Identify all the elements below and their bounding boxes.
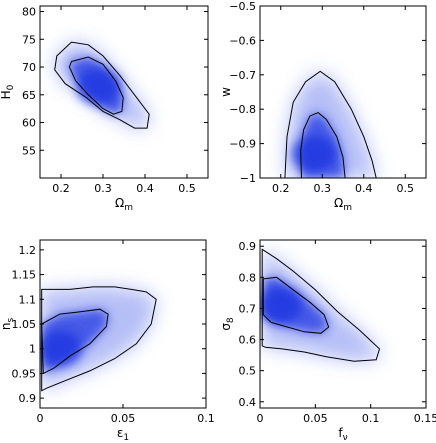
y-tick-label: 70 <box>22 61 36 74</box>
x-tick-label: 0 <box>37 412 44 425</box>
contour-95 <box>261 248 381 362</box>
y-axis-label: ns <box>0 318 16 331</box>
x-tick-label: 0.2 <box>272 182 290 195</box>
x-tick-label: 0.4 <box>136 182 154 195</box>
y-tick-label: 1.15 <box>12 269 37 282</box>
x-tick-label: 0.3 <box>314 182 332 195</box>
density-core <box>76 68 121 105</box>
contour-68 <box>68 56 124 115</box>
y-tick-label: 0.6 <box>239 334 257 347</box>
contour-95 <box>54 41 150 129</box>
y-tick-label: −1 <box>240 172 256 185</box>
y-tick-label: 1.2 <box>19 244 37 257</box>
panel-ns-vs-epsilon1: 0 0.05 0.1 0.9 0.95 1 1.05 1.1 1.15 1.2 ε1 ns <box>0 239 215 443</box>
y-tick-label: 60 <box>22 117 36 130</box>
x-tick-label: 0.3 <box>94 182 112 195</box>
contour-68 <box>300 112 346 178</box>
x-tick-label: 0.5 <box>178 182 196 195</box>
y-tick-label: −0.5 <box>229 0 256 13</box>
panel-w-vs-omega-m: 0.2 0.3 0.4 0.5 −1 −0.9 −0.8 −0.7 −0.6 −0.5 Ωm w <box>219 0 427 213</box>
x-axis-label: Ωm <box>115 196 133 213</box>
axes-frame <box>259 5 427 179</box>
plot-area <box>40 286 157 392</box>
x-tick-label: 0.1 <box>197 412 215 425</box>
y-tick-label: 1.1 <box>19 293 37 306</box>
y-tick-label: 80 <box>22 6 36 19</box>
panel-sigma8-vs-fnu: 0 0.05 0.1 0.15 0.4 0.5 0.6 0.7 0.8 0.9 fν σ8 <box>219 239 436 443</box>
contour-95 <box>41 286 157 392</box>
contour-68 <box>262 276 330 334</box>
y-tick-label: 0.4 <box>239 396 257 409</box>
y-tick-label: 75 <box>22 33 36 46</box>
axes-frame <box>259 239 427 409</box>
density-core <box>260 287 302 324</box>
plot-area <box>260 248 381 362</box>
y-tick-label: 0.8 <box>239 271 257 284</box>
y-axis-label: w <box>219 87 233 97</box>
x-tick-label: 0.5 <box>397 182 415 195</box>
y-tick-label: 0.7 <box>239 302 257 315</box>
y-tick-label: 0.5 <box>239 365 257 378</box>
y-tick-label: 0.9 <box>239 240 257 253</box>
x-axis-label: ε1 <box>117 426 129 443</box>
axes-frame <box>39 5 209 179</box>
contour-68 <box>41 308 109 375</box>
y-tick-label: 55 <box>22 144 36 157</box>
x-axis-label: Ωm <box>334 196 352 213</box>
panel-h0-vs-omega-m: 0.2 0.3 0.4 0.5 55 60 65 70 75 80 Ωm H0 <box>0 5 209 213</box>
y-tick-label: 65 <box>22 89 36 102</box>
x-tick-label: 0 <box>257 412 264 425</box>
y-tick-label: 0.95 <box>12 367 37 380</box>
y-tick-label: 1.05 <box>12 318 37 331</box>
x-tick-label: 0.2 <box>52 182 70 195</box>
y-axis-label: H0 <box>0 84 16 99</box>
y-tick-label: 1 <box>29 343 36 356</box>
x-axis-label: fν <box>338 426 347 443</box>
x-tick-label: 0.15 <box>414 412 436 425</box>
y-tick-label: 0.9 <box>19 392 37 405</box>
x-tick-label: 0.1 <box>362 412 380 425</box>
density-outer <box>262 249 380 362</box>
x-tick-label: 0.4 <box>355 182 373 195</box>
y-tick-label: −0.7 <box>229 69 256 82</box>
density-core <box>291 135 336 172</box>
y-tick-label: −0.8 <box>229 103 256 116</box>
y-tick-label: −0.6 <box>229 34 256 47</box>
y-tick-label: −0.9 <box>229 138 256 151</box>
y-axis-label: σ8 <box>219 317 236 331</box>
x-tick-label: 0.05 <box>303 412 328 425</box>
contour-95 <box>284 70 377 178</box>
x-tick-label: 0.05 <box>111 412 136 425</box>
density-core <box>40 330 82 367</box>
plot-area <box>54 41 150 129</box>
plot-area <box>284 70 377 178</box>
